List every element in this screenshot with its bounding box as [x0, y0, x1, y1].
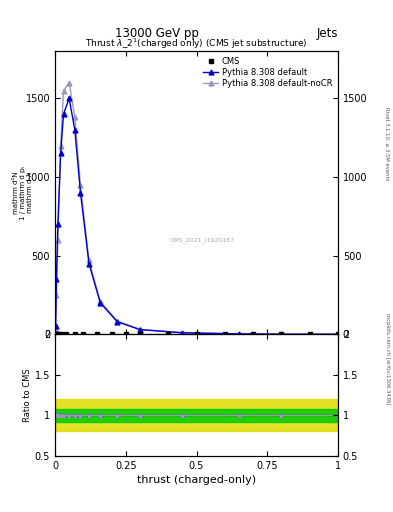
Pythia 8.308 default-noCR: [115, 318, 119, 324]
CMS: [81, 331, 86, 337]
Pythia 8.308 default: [279, 331, 284, 337]
Pythia 8.308 default-noCR: [55, 237, 60, 243]
Y-axis label: mathrm d²N
1 / mathrm d pₜ
mathrm d λ: mathrm d²N 1 / mathrm d pₜ mathrm d λ: [13, 165, 33, 220]
Pythia 8.308 default-noCR: [61, 88, 66, 94]
Pythia 8.308 default-noCR: [279, 331, 284, 337]
Pythia 8.308 default-noCR: [98, 298, 103, 304]
CMS: [194, 331, 199, 337]
Line: Pythia 8.308 default-noCR: Pythia 8.308 default-noCR: [53, 80, 340, 337]
CMS: [55, 331, 60, 337]
CMS: [54, 331, 59, 337]
CMS: [72, 331, 77, 337]
CMS: [123, 331, 128, 337]
Pythia 8.308 default: [58, 151, 63, 157]
CMS: [95, 331, 100, 337]
Text: 13000 GeV pp: 13000 GeV pp: [115, 27, 199, 40]
Title: Thrust $\lambda\_2^1$(charged only) (CMS jet substructure): Thrust $\lambda\_2^1$(charged only) (CMS…: [85, 37, 308, 51]
Pythia 8.308 default-noCR: [138, 326, 142, 332]
Pythia 8.308 default-noCR: [180, 330, 185, 336]
Pythia 8.308 default: [67, 95, 72, 101]
Pythia 8.308 default-noCR: [53, 327, 58, 333]
Pythia 8.308 default: [336, 331, 340, 337]
CMS: [279, 331, 284, 337]
Pythia 8.308 default: [180, 330, 185, 336]
Pythia 8.308 default-noCR: [54, 292, 59, 298]
Pythia 8.308 default: [72, 127, 77, 133]
Y-axis label: Ratio to CMS: Ratio to CMS: [23, 368, 32, 422]
Pythia 8.308 default: [54, 276, 59, 282]
Pythia 8.308 default: [237, 331, 241, 337]
Pythia 8.308 default: [55, 221, 60, 227]
Text: Jets: Jets: [316, 27, 338, 40]
Legend: CMS, Pythia 8.308 default, Pythia 8.308 default-noCR: CMS, Pythia 8.308 default, Pythia 8.308 …: [202, 55, 334, 90]
Pythia 8.308 default: [98, 300, 103, 306]
Line: Pythia 8.308 default: Pythia 8.308 default: [53, 96, 340, 337]
CMS: [138, 331, 142, 337]
CMS: [336, 331, 340, 337]
Pythia 8.308 default-noCR: [78, 182, 83, 188]
Text: CMS_2021_I1920187: CMS_2021_I1920187: [170, 237, 235, 243]
Pythia 8.308 default-noCR: [67, 79, 72, 86]
Pythia 8.308 default: [138, 327, 142, 333]
CMS: [166, 331, 171, 337]
Pythia 8.308 default-noCR: [336, 331, 340, 337]
CMS: [307, 331, 312, 337]
CMS: [222, 331, 227, 337]
CMS: [251, 331, 255, 337]
Pythia 8.308 default: [78, 189, 83, 196]
Pythia 8.308 default: [115, 318, 119, 325]
Pythia 8.308 default-noCR: [58, 142, 63, 148]
Line: CMS: CMS: [53, 332, 340, 336]
CMS: [64, 331, 69, 337]
CMS: [53, 331, 57, 337]
Text: Rivet 3.1.10, ≥ 3.5M events: Rivet 3.1.10, ≥ 3.5M events: [385, 106, 389, 180]
Pythia 8.308 default-noCR: [72, 114, 77, 120]
Text: mcplots.cern.ch [arXiv:1306.3436]: mcplots.cern.ch [arXiv:1306.3436]: [385, 313, 389, 404]
Pythia 8.308 default: [61, 111, 66, 117]
Pythia 8.308 default-noCR: [237, 331, 241, 337]
CMS: [109, 331, 114, 337]
Pythia 8.308 default: [53, 324, 58, 330]
Pythia 8.308 default-noCR: [86, 258, 91, 264]
Pythia 8.308 default: [86, 261, 91, 267]
X-axis label: thrust (charged-only): thrust (charged-only): [137, 475, 256, 485]
CMS: [58, 331, 63, 337]
